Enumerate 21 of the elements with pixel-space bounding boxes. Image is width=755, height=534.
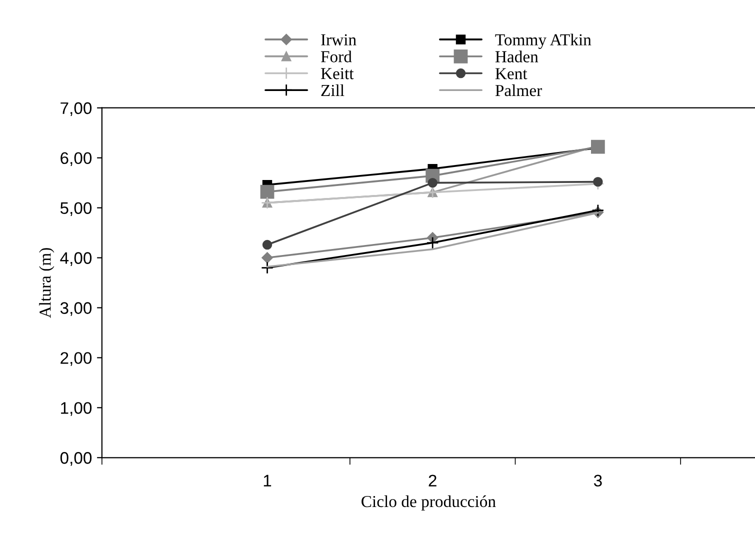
x-tick-label: 3 — [594, 474, 602, 487]
y-axis-title: Altura (m) — [39, 248, 54, 318]
x-tick-label: 1 — [264, 474, 272, 486]
y-tick-label: 5,00 — [60, 202, 92, 216]
y-tick-label: 6,00 — [60, 152, 92, 166]
x-tick-label: 2 — [428, 474, 436, 486]
legend-label: Haden — [495, 50, 538, 62]
legend-label: Ford — [320, 50, 352, 62]
y-tick-label: 0,00 — [60, 452, 92, 466]
legend-label: Kent — [495, 68, 528, 80]
legend-label: Tommy ATkin — [495, 34, 592, 49]
legend-label: Zill — [321, 84, 344, 96]
legend-label: Palmer — [495, 84, 542, 96]
x-axis-title: Ciclo de producción — [362, 495, 496, 511]
y-tick-label: 1,00 — [61, 402, 92, 416]
legend-label: Keitt — [320, 68, 354, 80]
y-tick-label: 7,00 — [60, 102, 92, 116]
y-tick-label: 2,00 — [60, 352, 92, 366]
y-tick-label: 4,00 — [60, 252, 92, 266]
legend-label: Irwin — [321, 34, 356, 46]
y-tick-label: 3,00 — [60, 302, 92, 316]
